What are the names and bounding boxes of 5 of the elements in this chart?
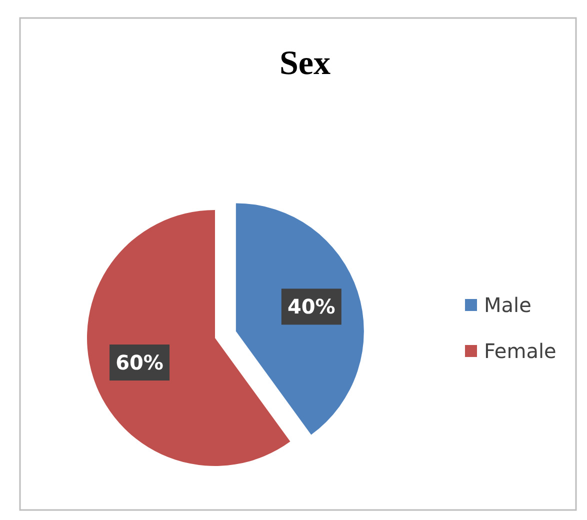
chart-title: Sex (280, 45, 330, 82)
legend-label: Female (484, 339, 556, 363)
data-label: 40% (287, 294, 336, 319)
data-label: 60% (116, 350, 164, 375)
legend-label: Male (484, 293, 532, 317)
